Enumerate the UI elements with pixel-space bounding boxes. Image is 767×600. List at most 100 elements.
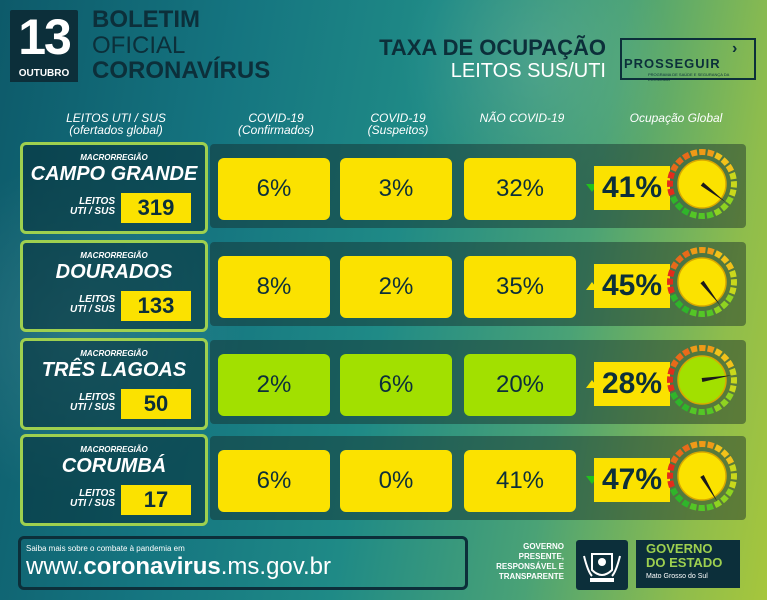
gauge-segment [675, 156, 684, 166]
region-name: DOURADOS [55, 261, 173, 283]
gov-slogan-line: GOVERNO [523, 542, 564, 551]
col-header-nao-covid-line1: NÃO COVID-19 [479, 111, 565, 125]
gauge-segment [720, 255, 730, 264]
cell-suspeitos: 6% [340, 354, 452, 416]
global-occupancy: 47% [594, 458, 670, 502]
gauge-segment [667, 367, 675, 376]
region-name: CORUMBÁ [61, 455, 167, 477]
gauge-segment [725, 261, 735, 271]
region-name: TRÊS LAGOAS [41, 359, 187, 381]
gov-slogan-line: RESPONSÁVEL E [496, 562, 564, 571]
gauge-segment [670, 455, 679, 464]
prosseguir-logo-subtext: PROGRAMA DE SAÚDE E SEGURANÇA DA ECONOMI… [648, 72, 730, 82]
gauge-segment [713, 403, 723, 413]
footer-url[interactable]: www.coronavirus.ms.gov.br [26, 552, 331, 582]
gauge-segment [669, 391, 679, 401]
gauge-segment [667, 269, 675, 278]
gauge-segment [675, 448, 684, 458]
col-header-leitos-line2: (ofertados global) [69, 123, 163, 137]
gauge-segment [674, 202, 684, 211]
cell-nao-covid: 41% [464, 450, 576, 512]
col-header-confirmados-line2: (Confirmados) [237, 123, 315, 137]
footer-small-text: Saiba mais sobre o combate à pandemia em [26, 544, 185, 553]
gauge-needle [700, 280, 721, 306]
gov-logo-box [636, 540, 740, 588]
footer-info-box [18, 536, 468, 590]
gauge-segment [667, 480, 675, 488]
trend-down-icon [586, 476, 598, 484]
gauge-segment [729, 270, 737, 278]
gauge-segment [720, 300, 729, 310]
col-header-suspeitos-line1: COVID-19 [370, 111, 426, 125]
region-leitos-label-line1: LEITOS [79, 488, 115, 499]
gauge-segment [681, 207, 690, 216]
gauge-segment [689, 407, 698, 415]
cell-confirmados: 6% [218, 158, 330, 220]
gauge-svg [667, 345, 737, 415]
region-leitos-label: LEITOS UTI / SUS [70, 295, 115, 315]
footer-url-suffix: .ms.gov.br [220, 553, 331, 580]
gauge-segment [720, 398, 729, 408]
gauge-segment [725, 163, 735, 173]
gauge-segment [725, 455, 735, 465]
gauge-segment [674, 494, 684, 503]
gauge-segment [720, 157, 730, 166]
date-month: OUTUBRO [10, 66, 78, 82]
gauge-segment [713, 499, 723, 509]
gauge-segment [670, 163, 679, 172]
gauge-segment [689, 503, 698, 511]
gauge-segment [714, 250, 723, 259]
cell-suspeitos: 3% [340, 158, 452, 220]
cell-confirmados: 6% [218, 450, 330, 512]
gauge-svg [667, 247, 737, 317]
gauge-svg [667, 149, 737, 219]
cell-suspeitos: 0% [340, 450, 452, 512]
region-leitos-label-line2: UTI / SUS [69, 304, 115, 315]
cell-nao-covid: 20% [464, 354, 576, 416]
gauge-segment [729, 188, 737, 197]
trend-up-icon [586, 282, 598, 290]
footer-url-bold: coronavirus [83, 553, 221, 580]
region-leitos-label: LEITOS UTI / SUS [70, 393, 115, 413]
gauge-segment [714, 348, 723, 357]
gauge-icon [666, 440, 738, 512]
col-header-confirmados: COVID-19 (Confirmados) [218, 112, 334, 136]
gauge-segment [681, 403, 690, 412]
gauge-segment [720, 449, 730, 458]
trend-down-icon [586, 184, 598, 192]
region-macro-label: MACRORREGIÃO [80, 251, 148, 260]
gauge-segment [725, 488, 734, 497]
region-leitos-label: LEITOS UTI / SUS [70, 489, 115, 509]
gauge-segment [729, 368, 737, 376]
gauge-segment [675, 254, 684, 264]
gauge-needle [700, 474, 718, 502]
gov-name-line1: GOVERNO [646, 541, 713, 556]
gov-slogan: GOVERNO PRESENTE, RESPONSÁVEL E TRANSPAR… [484, 542, 564, 582]
gauge-segment [725, 359, 735, 369]
gauge-segment [681, 249, 691, 259]
bulletin-line2: OFICIAL [92, 32, 186, 59]
gauge-icon [666, 344, 738, 416]
gauge-segment [681, 347, 691, 357]
gov-name-line2: DO ESTADO [646, 555, 723, 570]
gov-name: GOVERNO DO ESTADO [646, 542, 722, 570]
col-header-ocupacao-line1: Ocupação Global [629, 111, 723, 125]
gauge-needle [700, 182, 726, 203]
gauge-segment [729, 464, 737, 472]
gov-state: Mato Grosso do Sul [646, 573, 708, 580]
region-macro-label: MACRORREGIÃO [80, 445, 148, 454]
gauge-segment [689, 309, 698, 317]
gauge-segment [667, 171, 675, 180]
gauge-segment [669, 487, 679, 497]
gauge-segment [667, 384, 675, 392]
gauge-segment [725, 196, 734, 205]
gauge-icon [666, 246, 738, 318]
gauge-segment [706, 247, 715, 255]
gauge-segment [706, 149, 715, 157]
gauge-segment [706, 441, 715, 449]
gauge-segment [670, 261, 679, 270]
col-header-ocupacao: Ocupação Global [606, 112, 746, 124]
gauge-segment [669, 195, 679, 205]
gauge-segment [674, 300, 684, 309]
gauge-segment [706, 407, 714, 415]
